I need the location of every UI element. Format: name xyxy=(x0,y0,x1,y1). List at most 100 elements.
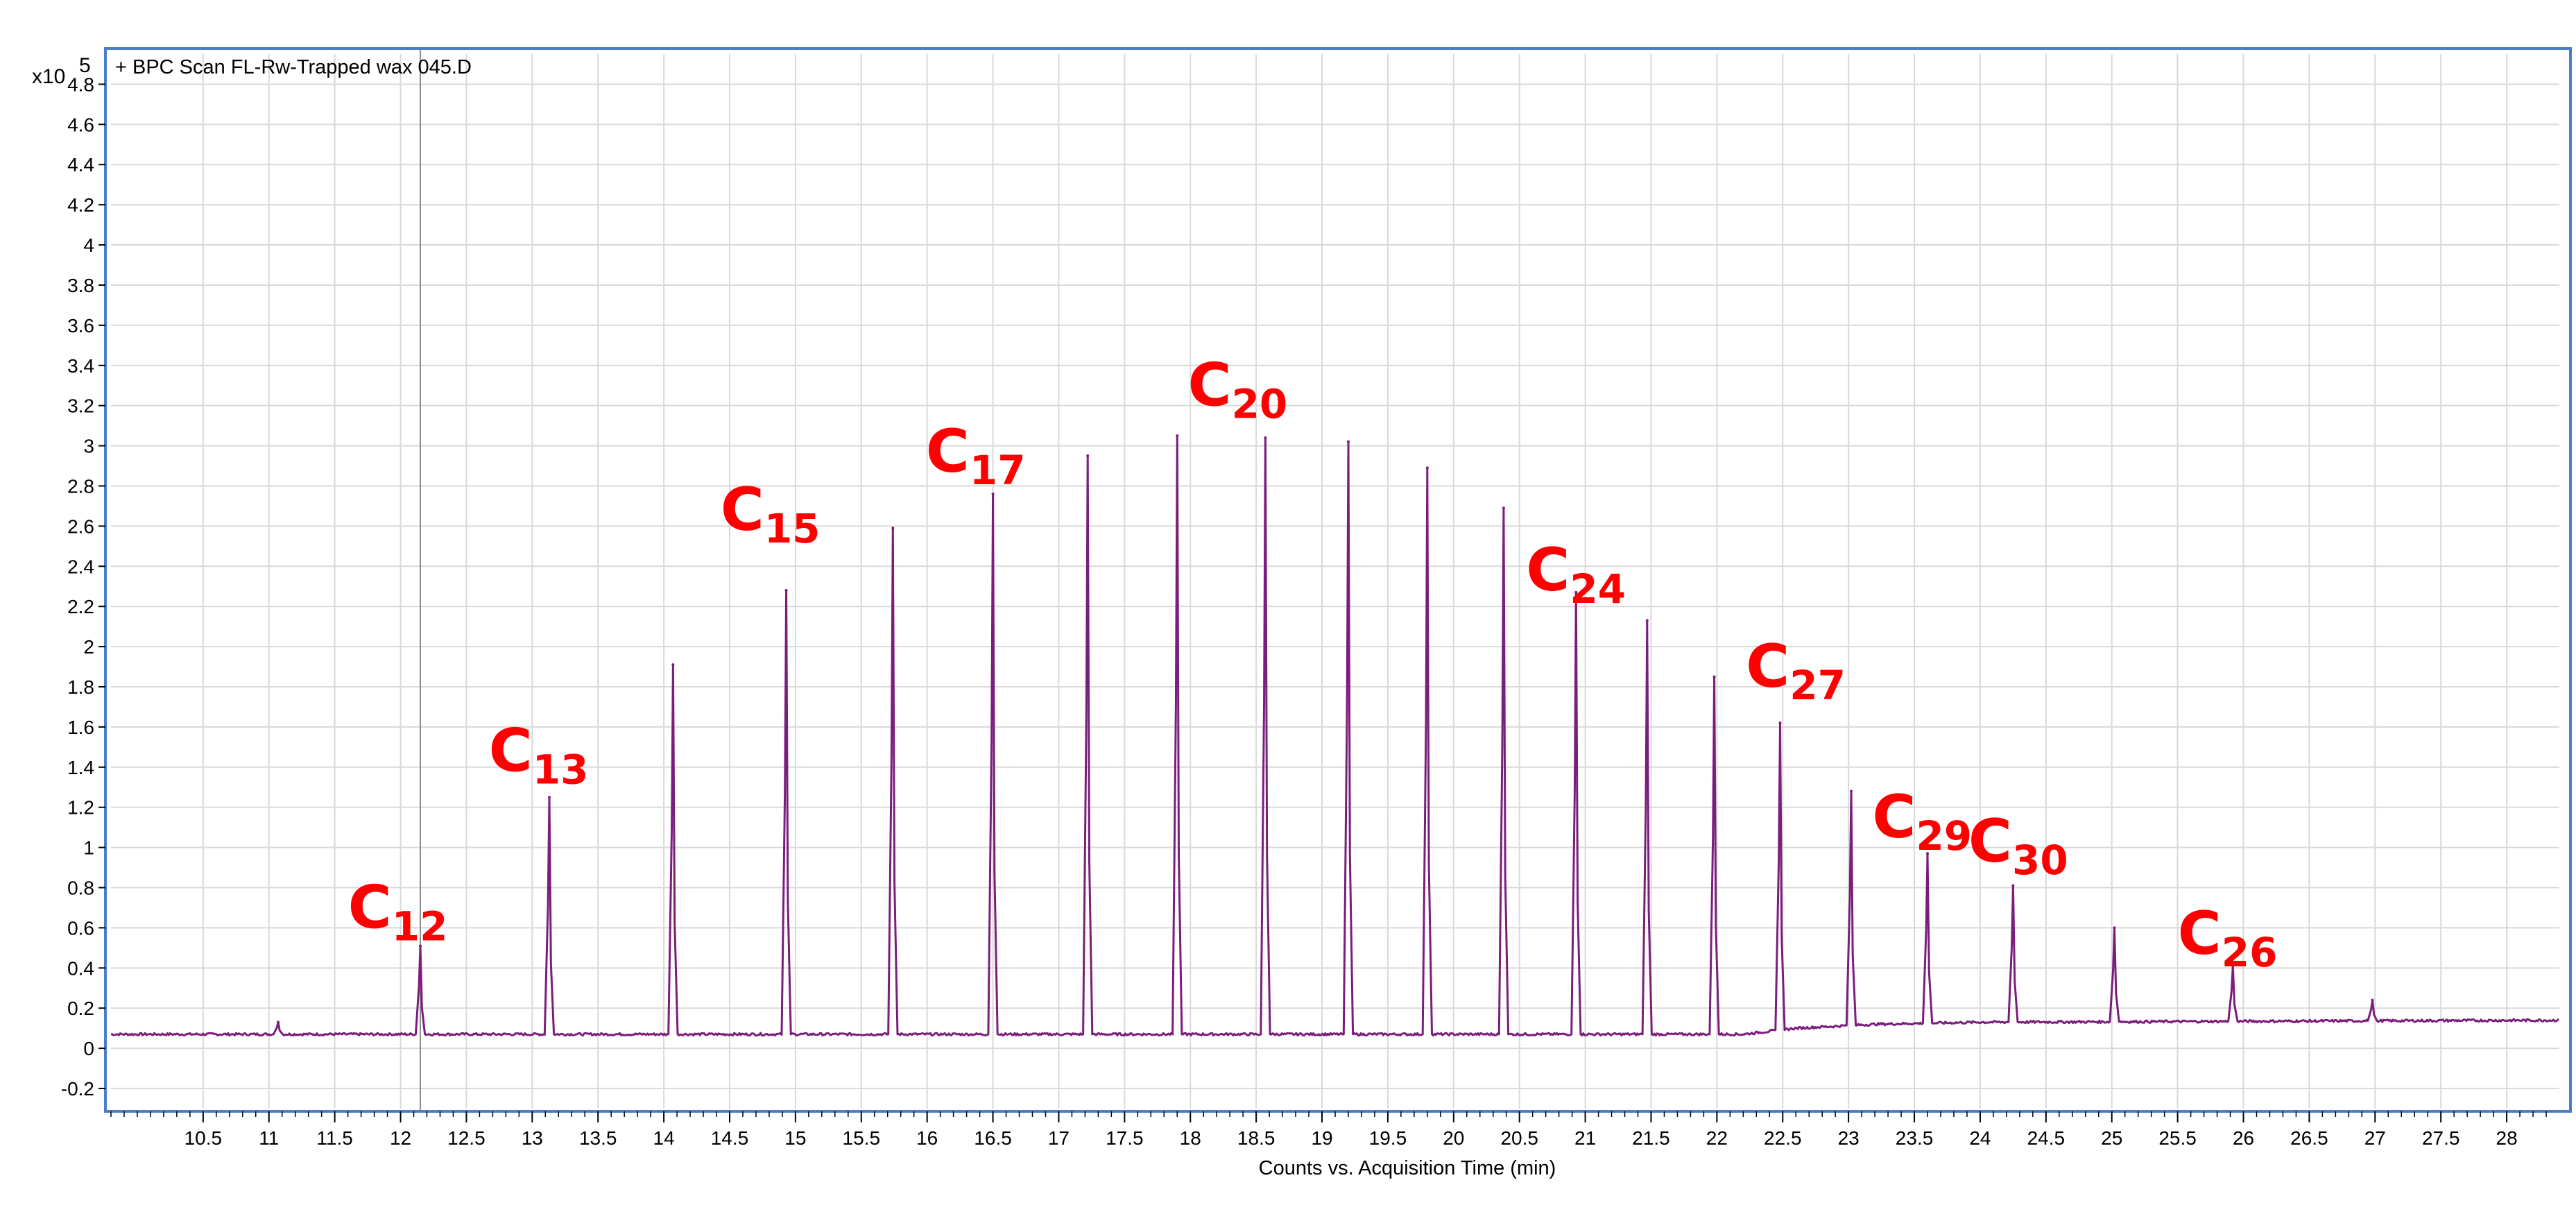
x-tick-label: 25.5 xyxy=(2158,1127,2197,1149)
data-point-peak-3 xyxy=(547,796,551,799)
peak-label-subscript: 30 xyxy=(2012,837,2068,884)
x-tick-label: 17.5 xyxy=(1106,1127,1144,1149)
x-tick-label: 15.5 xyxy=(843,1127,881,1149)
y-tick-label: 0 xyxy=(83,1038,94,1059)
peak-label-letter: C xyxy=(2178,899,2222,968)
y-tick-label: 2.8 xyxy=(67,475,94,497)
y-tick-label: 1.2 xyxy=(67,797,94,819)
y-tick-label: 4.6 xyxy=(67,114,94,135)
x-tick-label: 13 xyxy=(522,1127,543,1149)
y-tick-label: 1 xyxy=(83,837,94,859)
peak-label-subscript: 29 xyxy=(1916,812,1972,860)
y-tick-label: 3.6 xyxy=(67,315,94,336)
peak-label-letter: C xyxy=(926,417,970,486)
x-tick-label: 24 xyxy=(1969,1127,1991,1149)
x-tick-label: 12.5 xyxy=(447,1127,486,1149)
data-point-peak-1 xyxy=(277,1020,280,1024)
y-tick-label: 4.2 xyxy=(67,194,94,216)
peak-label-subscript: 24 xyxy=(1570,565,1626,613)
x-tick-label: 10.5 xyxy=(184,1127,223,1149)
peak-label-subscript: 26 xyxy=(2222,929,2278,976)
peak-label-subscript: 15 xyxy=(764,505,821,552)
peak-label-c29: C29 xyxy=(1872,783,1972,860)
y-tick-label: -0.2 xyxy=(61,1078,94,1100)
data-point-peak-16 xyxy=(1712,675,1716,678)
peak-label-letter: C xyxy=(1968,807,2012,876)
y-scale-exponent: 5 xyxy=(79,54,91,77)
y-tick-label: 4 xyxy=(83,234,94,256)
peak-label-letter: C xyxy=(721,475,764,545)
x-axis-ticks: 10.5 11 11.5 12 12.5 13 13.5 14 14.5 15 15.5 16 16.5… xyxy=(110,1111,2547,1149)
peak-label-letter: C xyxy=(1872,783,1916,852)
x-tick-label: 21 xyxy=(1574,1127,1596,1149)
peak-label-c13: C13 xyxy=(489,717,589,794)
x-tick-label: 12 xyxy=(390,1127,411,1149)
x-tick-label: 27 xyxy=(2364,1127,2386,1149)
x-tick-label: 17 xyxy=(1048,1127,1070,1149)
y-tick-label: 1.6 xyxy=(67,717,94,738)
peak-label-subscript: 12 xyxy=(392,903,448,950)
y-tick-label: 2.4 xyxy=(67,556,94,577)
series-line-bpc-trace xyxy=(111,434,2559,1037)
plot-frame xyxy=(104,47,2572,1113)
y-tick-label: 3.4 xyxy=(67,355,94,377)
data-point-peak-2 xyxy=(418,944,422,948)
x-tick-label: 14 xyxy=(653,1127,675,1149)
data-point-peak-21 xyxy=(2113,926,2116,930)
data-point-peak-9 xyxy=(1176,434,1179,438)
x-tick-label: 16 xyxy=(916,1127,938,1149)
y-tick-label: 1.8 xyxy=(67,676,94,698)
x-tick-label: 22.5 xyxy=(1764,1127,1802,1149)
y-tick-label: 2.6 xyxy=(67,515,94,537)
x-tick-label: 26.5 xyxy=(2290,1127,2328,1149)
y-tick-label: 1.4 xyxy=(67,757,94,778)
y-tick-label: 0.4 xyxy=(67,957,94,979)
x-tick-label: 19 xyxy=(1311,1127,1332,1149)
x-tick-label: 14.5 xyxy=(711,1127,749,1149)
peak-label-letter: C xyxy=(1746,632,1789,701)
x-tick-label: 20 xyxy=(1443,1127,1464,1149)
y-scale-label: x10 xyxy=(32,65,65,88)
peak-label-c20: C20 xyxy=(1187,351,1287,428)
data-point-peak-10 xyxy=(1264,436,1267,439)
peak-label-c26: C26 xyxy=(2178,899,2278,976)
data-point-peak-7 xyxy=(991,493,995,496)
data-point-peak-18 xyxy=(1849,789,1853,793)
y-tick-label: 4.4 xyxy=(67,154,94,176)
x-tick-label: 16.5 xyxy=(974,1127,1012,1149)
x-axis-title: Counts vs. Acquisition Time (min) xyxy=(1259,1157,1556,1179)
x-tick-label: 11 xyxy=(259,1127,279,1149)
x-tick-label: 19.5 xyxy=(1369,1127,1407,1149)
y-tick-label: 3 xyxy=(83,436,94,457)
x-tick-label: 23 xyxy=(1838,1127,1860,1149)
y-tick-label: 0.2 xyxy=(67,998,94,1019)
peak-label-letter: C xyxy=(1187,351,1231,420)
x-tick-label: 22 xyxy=(1706,1127,1728,1149)
data-point-peak-19 xyxy=(1926,852,1930,855)
data-point-peak-23 xyxy=(2371,998,2374,1002)
y-tick-label: 4.8 xyxy=(67,74,94,95)
peak-label-c12: C12 xyxy=(348,873,448,950)
peak-label-c24: C24 xyxy=(1526,536,1626,613)
x-tick-label: 26 xyxy=(2233,1127,2254,1149)
data-point-peak-6 xyxy=(891,527,895,530)
x-tick-label: 24.5 xyxy=(2027,1127,2066,1149)
y-tick-label: 0.6 xyxy=(67,917,94,939)
x-tick-label: 25 xyxy=(2101,1127,2122,1149)
y-tick-label: 2.2 xyxy=(67,596,94,617)
data-point-peak-20 xyxy=(2011,884,2015,887)
x-tick-label: 18 xyxy=(1180,1127,1201,1149)
peak-label-subscript: 13 xyxy=(533,746,589,794)
x-tick-label: 28 xyxy=(2496,1127,2518,1149)
data-point-peak-22 xyxy=(2231,964,2235,968)
peak-label-subscript: 20 xyxy=(1232,381,1288,428)
data-point-peak-14 xyxy=(1574,590,1578,594)
y-axis-ticks: -0.2 0 0.2 0.4 0.6 0.8 1 1.2 1.4 1.6 1.8 2 2.2 2.4 2.6… xyxy=(61,74,105,1100)
y-tick-label: 2 xyxy=(83,636,94,658)
data-point-peak-17 xyxy=(1778,721,1782,725)
y-tick-label: 3.8 xyxy=(67,275,94,296)
y-tick-label: 0.8 xyxy=(67,878,94,899)
